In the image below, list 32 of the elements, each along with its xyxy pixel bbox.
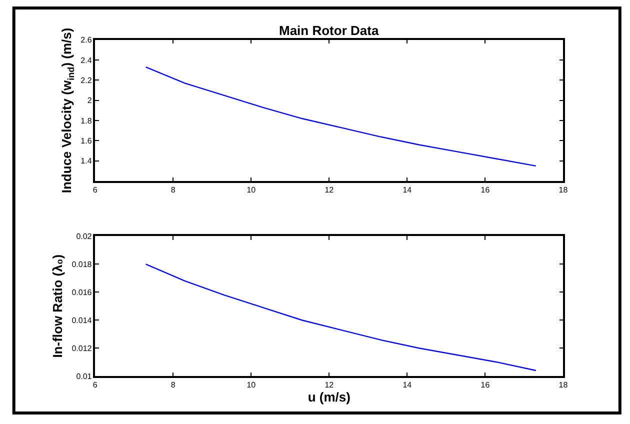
y-tick-label: 1.6 — [80, 136, 92, 146]
line-series — [145, 264, 537, 372]
y-tick-label: 1.4 — [80, 156, 92, 166]
y-tick-label: 0.01 — [76, 372, 92, 381]
y-tick-label: 0.02 — [76, 232, 92, 241]
x-tick-label: 16 — [480, 185, 490, 194]
x-tick-label: 10 — [246, 380, 256, 390]
y-tick-label: 1.8 — [80, 116, 92, 126]
y-tick-label: 0.012 — [72, 344, 92, 353]
x-tick-label: 18 — [558, 380, 568, 390]
y-tick-label: 2.4 — [80, 56, 92, 65]
y-tick-label: 0.014 — [72, 316, 92, 325]
line-series — [145, 66, 537, 167]
x-tick-label: 8 — [170, 380, 176, 390]
x-tick-label: 16 — [480, 380, 490, 390]
chart-title: Main Rotor Data — [279, 23, 380, 38]
x-tick-label: 10 — [246, 185, 256, 194]
x-tick-label: 14 — [402, 380, 412, 390]
x-tick-label: 12 — [324, 185, 334, 194]
x-tick-label: 6 — [92, 380, 98, 390]
y-tick-label: 2.6 — [80, 36, 92, 45]
x-tick-label: 18 — [558, 185, 568, 194]
y-tick-label: 2.2 — [80, 76, 92, 85]
y-tick-label: 2 — [87, 96, 92, 106]
x-tick-label: 12 — [324, 380, 334, 390]
x-tick-label: 8 — [170, 185, 176, 194]
x-axis-title: u (m/s) — [308, 389, 350, 404]
x-tick-label: 6 — [92, 185, 98, 194]
y-axis-title: In-flow Ratio (λ₀) — [50, 254, 66, 358]
y-tick-label: 0.016 — [72, 288, 92, 297]
x-tick-label: 14 — [402, 185, 412, 194]
y-tick-label: 0.018 — [72, 260, 92, 269]
